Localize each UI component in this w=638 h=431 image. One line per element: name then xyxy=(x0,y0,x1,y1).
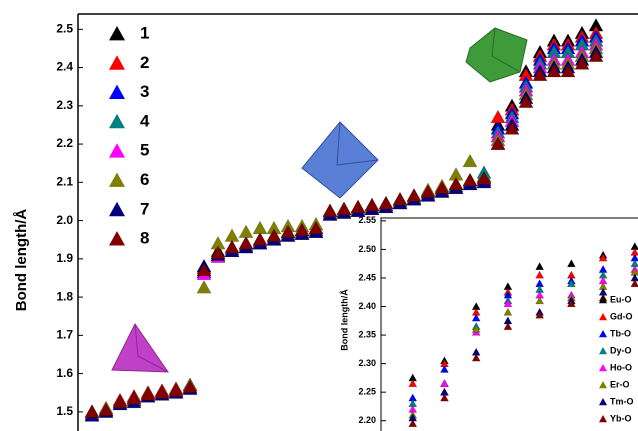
y-tick-label: 2.25 xyxy=(358,387,376,397)
y-tick-label: 2.3 xyxy=(56,98,73,112)
y-axis-label: Bond length/Å xyxy=(339,289,349,351)
legend-label: Dy-O xyxy=(610,345,632,355)
legend-label: 7 xyxy=(140,199,149,218)
legend-marker xyxy=(109,85,125,99)
figure: 1.5 1.6 1.7 1.8 1.9 2.0 2.1 2.2 2.3 2.4 2.5 Bond le… xyxy=(0,0,638,431)
data-point xyxy=(225,240,239,253)
y-tick-label: 2.45 xyxy=(358,272,376,282)
data-point xyxy=(197,281,211,294)
legend-marker xyxy=(109,114,125,128)
data-point xyxy=(407,189,421,202)
data-point xyxy=(323,204,337,217)
y-tick-label: 1.6 xyxy=(56,366,73,380)
legend-label: Tm-O xyxy=(610,396,634,406)
legend-label: 1 xyxy=(140,23,149,42)
legend-label: Gd-O xyxy=(610,311,633,321)
y-tick-label: 2.2 xyxy=(56,136,73,150)
y-tick-label: 2.20 xyxy=(358,415,376,425)
data-point xyxy=(169,384,183,397)
data-point xyxy=(463,154,477,167)
y-tick-label: 1.8 xyxy=(56,289,73,303)
octahedron-blue xyxy=(302,122,378,198)
data-point xyxy=(253,221,267,234)
data-point xyxy=(183,380,197,393)
legend-marker xyxy=(109,231,125,245)
data-point xyxy=(393,193,407,206)
y-tick-label: 2.55 xyxy=(358,215,376,225)
legend-label: Er-O xyxy=(610,379,630,389)
legend-label: Yb-O xyxy=(610,413,632,423)
data-point xyxy=(127,391,141,404)
data-point xyxy=(379,196,393,209)
data-point xyxy=(435,181,449,194)
legend-marker xyxy=(109,26,125,40)
y-tick-label: 2.30 xyxy=(358,358,376,368)
legend-label: Ho-O xyxy=(610,362,632,372)
data-point xyxy=(365,198,379,211)
data-point xyxy=(337,202,351,215)
tetrahedron xyxy=(112,324,168,372)
legend-marker xyxy=(109,173,125,187)
data-point xyxy=(141,388,155,401)
legend-label: 5 xyxy=(140,141,149,160)
y-tick-label: 2.35 xyxy=(358,329,376,339)
y-tick-label: 2.0 xyxy=(56,213,73,227)
data-point xyxy=(85,405,99,418)
data-point xyxy=(463,173,477,186)
data-point xyxy=(113,395,127,408)
legend-label: 8 xyxy=(140,229,149,248)
legend-label: 2 xyxy=(140,53,149,72)
data-point xyxy=(99,403,113,416)
inset-frame xyxy=(381,218,638,431)
legend-label: Eu-O xyxy=(610,294,632,304)
y-axis-label: Bond length/Å xyxy=(13,209,30,312)
octahedron-green xyxy=(466,28,527,82)
data-point xyxy=(351,200,365,213)
data-point xyxy=(421,185,435,198)
y-tick-label: 1.7 xyxy=(56,328,73,342)
data-point xyxy=(491,110,505,123)
legend-marker xyxy=(109,202,125,216)
data-point xyxy=(239,225,253,238)
y-tick-label: 2.4 xyxy=(56,60,73,74)
data-point xyxy=(225,229,239,242)
legend-marker xyxy=(109,143,125,157)
chart: 2.20 2.25 2.30 2.35 2.40 2.45 2.50 2.55 Bond len… xyxy=(339,215,638,431)
y-tick-label: 2.5 xyxy=(56,21,73,35)
data-point xyxy=(239,237,253,250)
data-point xyxy=(155,386,169,399)
legend-label: 4 xyxy=(140,111,150,130)
legend-marker xyxy=(109,55,125,69)
legend-label: Tb-O xyxy=(610,328,631,338)
y-tick-label: 1.5 xyxy=(56,404,73,418)
y-tick-label: 2.1 xyxy=(56,175,73,189)
y-tick-label: 2.40 xyxy=(358,301,376,311)
data-point xyxy=(253,233,267,246)
legend-label: 6 xyxy=(140,170,149,189)
y-tick-label: 1.9 xyxy=(56,251,73,265)
legend-label: 3 xyxy=(140,82,149,101)
y-tick-label: 2.50 xyxy=(358,244,376,254)
